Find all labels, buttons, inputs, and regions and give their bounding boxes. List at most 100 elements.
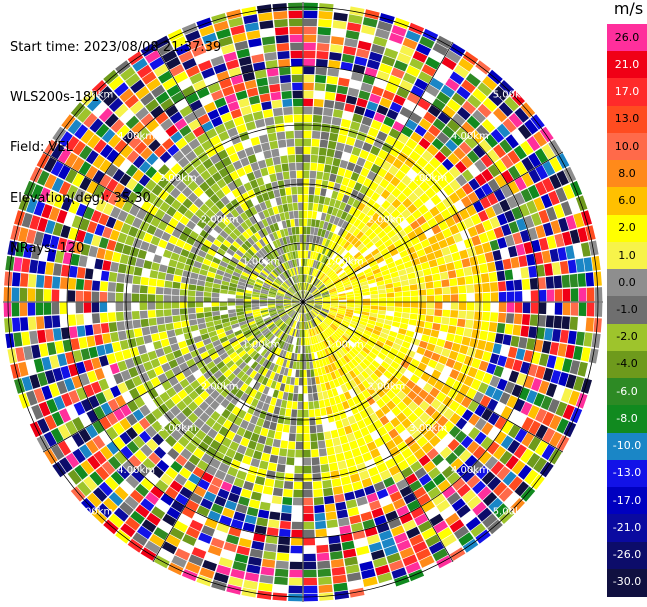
velocity-gate [486, 149, 500, 163]
velocity-gate [296, 178, 303, 187]
velocity-gate [161, 541, 178, 555]
velocity-gate [378, 289, 386, 294]
velocity-gate [266, 527, 279, 536]
velocity-gate [108, 134, 122, 148]
velocity-gate [441, 533, 457, 548]
velocity-gate [355, 268, 363, 275]
velocity-gate [411, 162, 423, 174]
velocity-gate [265, 234, 272, 243]
velocity-gate [442, 196, 454, 208]
velocity-gate [339, 525, 352, 535]
velocity-gate [151, 506, 166, 520]
velocity-gate [155, 294, 164, 302]
velocity-gate [165, 534, 181, 548]
velocity-gate [357, 40, 372, 51]
velocity-gate [379, 63, 393, 74]
velocity-gate [396, 263, 406, 271]
velocity-gate [134, 196, 146, 208]
velocity-gate [101, 128, 116, 143]
velocity-gate [299, 234, 303, 243]
velocity-gate [521, 432, 535, 447]
colorbar-segment [607, 51, 647, 80]
colorbar-tick-label: -13.0 [612, 466, 642, 480]
velocity-gate [213, 239, 222, 248]
velocity-gate [169, 64, 185, 77]
velocity-gate [159, 201, 171, 213]
velocity-gate [199, 229, 209, 239]
velocity-gate [168, 376, 179, 387]
velocity-gate [316, 281, 323, 288]
azimuth-spoke [42, 151, 304, 303]
velocity-gate [344, 408, 353, 418]
velocity-gate [272, 487, 283, 497]
velocity-gate [364, 108, 376, 119]
velocity-gate [94, 334, 104, 346]
velocity-gate [303, 170, 310, 179]
velocity-gate [286, 457, 295, 466]
velocity-gate [403, 225, 413, 235]
velocity-gate [275, 299, 284, 301]
velocity-gate [333, 342, 341, 350]
velocity-gate [145, 492, 160, 505]
velocity-gate [175, 454, 188, 467]
velocity-gate [303, 545, 316, 554]
velocity-gate [272, 282, 280, 288]
velocity-gate [284, 294, 292, 298]
velocity-gate [557, 247, 567, 261]
velocity-gate [319, 456, 329, 465]
velocity-gate [331, 117, 342, 126]
velocity-gate [196, 219, 207, 229]
velocity-gate [158, 239, 168, 249]
velocity-gate [498, 281, 507, 292]
velocity-gate [149, 270, 159, 279]
velocity-gate [441, 348, 451, 358]
velocity-gate [309, 235, 314, 243]
velocity-gate [223, 272, 232, 279]
velocity-gate [340, 118, 351, 128]
velocity-gate [211, 579, 227, 591]
colorbar-tick-label: -1.0 [616, 303, 638, 316]
velocity-gate [227, 298, 236, 302]
velocity-gate [261, 286, 270, 291]
velocity-gate [256, 400, 264, 410]
velocity-gate [570, 180, 583, 197]
velocity-gate [225, 59, 240, 70]
velocity-gate [265, 60, 278, 69]
velocity-gate [210, 261, 219, 269]
velocity-gate [332, 574, 347, 584]
velocity-gate [354, 307, 363, 312]
velocity-gate [299, 226, 303, 235]
velocity-gate [220, 284, 229, 290]
velocity-gate [211, 379, 221, 389]
velocity-gate [293, 276, 297, 284]
velocity-gate [204, 198, 215, 209]
velocity-gate [279, 383, 286, 392]
velocity-gate [182, 174, 193, 186]
velocity-gate [73, 188, 86, 203]
velocity-gate [320, 464, 330, 473]
velocity-gate [75, 278, 85, 290]
velocity-gate [291, 311, 297, 319]
velocity-gate [271, 181, 279, 190]
velocity-gate [291, 186, 298, 195]
velocity-gate [526, 253, 536, 266]
velocity-gate [490, 282, 499, 292]
velocity-gate [489, 216, 501, 229]
velocity-gate [535, 224, 546, 239]
velocity-gate [354, 139, 364, 149]
velocity-gate [522, 290, 531, 302]
velocity-gate [288, 2, 303, 11]
velocity-gate [305, 258, 308, 267]
velocity-gate [248, 38, 262, 48]
velocity-gate [450, 310, 459, 318]
velocity-gate [313, 106, 323, 115]
velocity-gate [197, 151, 209, 163]
velocity-gate [298, 321, 301, 330]
velocity-gate [214, 495, 227, 507]
velocity-gate [137, 344, 147, 355]
velocity-gate [384, 356, 393, 365]
velocity-gate [366, 534, 381, 545]
velocity-gate [106, 412, 119, 426]
velocity-gate [514, 176, 527, 191]
velocity-gate [425, 56, 441, 70]
